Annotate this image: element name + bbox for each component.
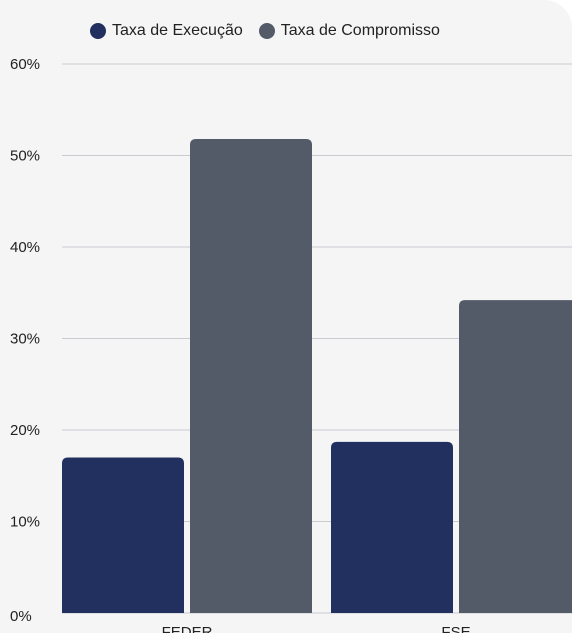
x-category-label: FSE — [441, 624, 470, 633]
y-tick-label: 0% — [10, 608, 32, 625]
x-axis: FEDER FSE — [162, 624, 471, 633]
legend-item-execucao[interactable]: Taxa de Execução — [90, 22, 243, 40]
y-axis: 0% 10% 20% 30% 40% 50% 60% — [10, 56, 40, 625]
legend-swatch-compromisso — [258, 23, 275, 39]
y-tick-label: 60% — [10, 56, 40, 73]
legend-swatch-execucao — [90, 23, 106, 39]
x-category-label: FEDER — [162, 624, 213, 633]
bars — [62, 139, 572, 613]
bar-feder-execucao[interactable] — [62, 457, 184, 613]
bar-fse-execucao[interactable] — [331, 441, 453, 613]
y-tick-label: 50% — [10, 148, 40, 165]
legend-item-compromisso[interactable]: Taxa de Compromisso — [258, 22, 440, 40]
chart-legend: Taxa de Execução Taxa de Compromisso — [90, 22, 440, 40]
legend-label-compromisso: Taxa de Compromisso — [280, 22, 440, 39]
bar-fse-compromisso[interactable] — [459, 300, 572, 613]
y-tick-label: 20% — [10, 422, 40, 439]
bar-feder-compromisso[interactable] — [190, 139, 312, 613]
y-tick-label: 30% — [10, 331, 40, 348]
legend-label-execucao: Taxa de Execução — [112, 22, 243, 39]
y-tick-label: 10% — [10, 514, 40, 531]
y-tick-label: 40% — [10, 239, 40, 256]
